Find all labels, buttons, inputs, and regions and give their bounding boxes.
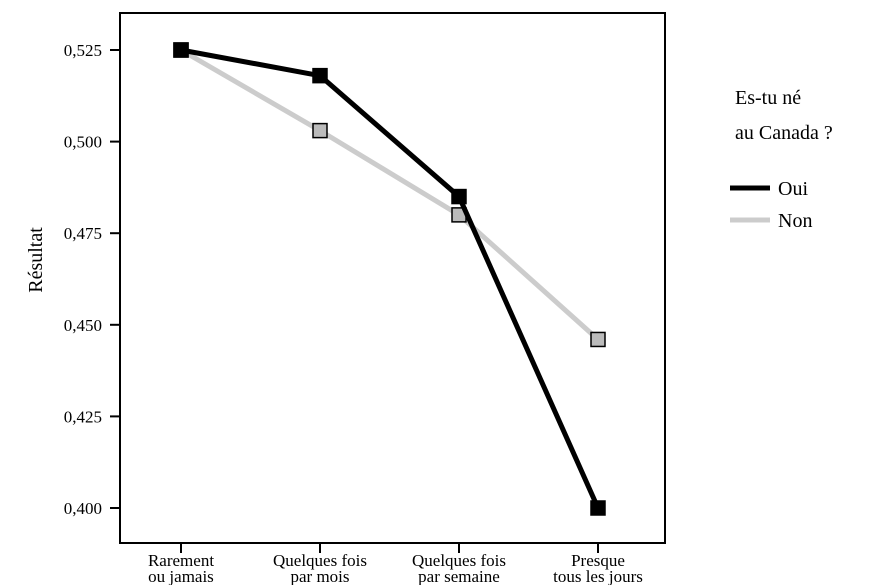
point-oui-2 [451,188,467,205]
plot-frame [119,12,666,544]
x-tick-label-2-line-2: par semaine [418,567,500,585]
x-tick-label-0-line-2: ou jamais [148,567,214,585]
point-oui-0 [173,42,189,58]
legend-label-oui: Oui [778,178,808,200]
y-tick-label-1: 0,425 [64,407,102,426]
legend-title-line-2: au Canada ? [735,122,833,144]
series-line-non [179,47,600,342]
series-line-oui [180,47,601,510]
legend-title-line-1: Es-tu né [735,87,801,109]
y-axis-title: Résultat [25,227,47,293]
y-tick-label-4: 0,500 [64,133,102,152]
y-tick-label-5: 0,525 [64,41,102,60]
point-oui-3 [590,500,606,516]
legend: Es-tu né au Canada ? Oui Non [730,87,833,232]
x-tick-label-1-line-2: par mois [290,567,349,585]
x-tick-label-3-line-2: tous les jours [553,567,643,585]
x-tick-label-0-line-1: Rarement [148,551,214,570]
point-non-1 [312,122,328,139]
series-layer [173,42,606,516]
x-tick-label-3-line-1: Presque [571,551,625,570]
point-oui-1 [312,67,328,84]
y-tick-label-3: 0,475 [64,224,102,243]
y-tick-label-0: 0,400 [64,499,102,518]
legend-label-non: Non [778,210,812,232]
x-tick-label-1-line-1: Quelques fois [273,551,367,570]
x-tick-label-2-line-1: Quelques fois [412,551,506,570]
y-axis: 0,400 0,425 0,450 0,475 0,500 0,525 [64,41,120,518]
point-non-3 [590,331,606,348]
y-tick-label-2: 0,450 [64,316,102,335]
